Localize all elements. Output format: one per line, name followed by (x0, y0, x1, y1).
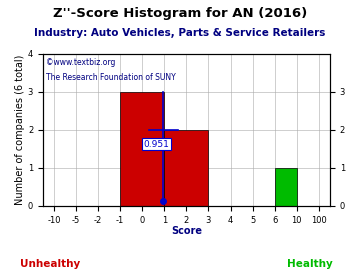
Text: Healthy: Healthy (287, 259, 333, 269)
Text: Z''-Score Histogram for AN (2016): Z''-Score Histogram for AN (2016) (53, 7, 307, 20)
Text: 0.951: 0.951 (144, 140, 170, 149)
Text: ©www.textbiz.org: ©www.textbiz.org (46, 58, 115, 67)
Y-axis label: Number of companies (6 total): Number of companies (6 total) (15, 55, 25, 205)
Bar (275, 168, 297, 206)
Text: The Research Foundation of SUNY: The Research Foundation of SUNY (46, 73, 175, 82)
Bar (120, 92, 164, 206)
Bar (164, 130, 208, 206)
Text: Unhealthy: Unhealthy (20, 259, 81, 269)
X-axis label: Score: Score (171, 226, 202, 236)
Text: Industry: Auto Vehicles, Parts & Service Retailers: Industry: Auto Vehicles, Parts & Service… (34, 28, 326, 38)
